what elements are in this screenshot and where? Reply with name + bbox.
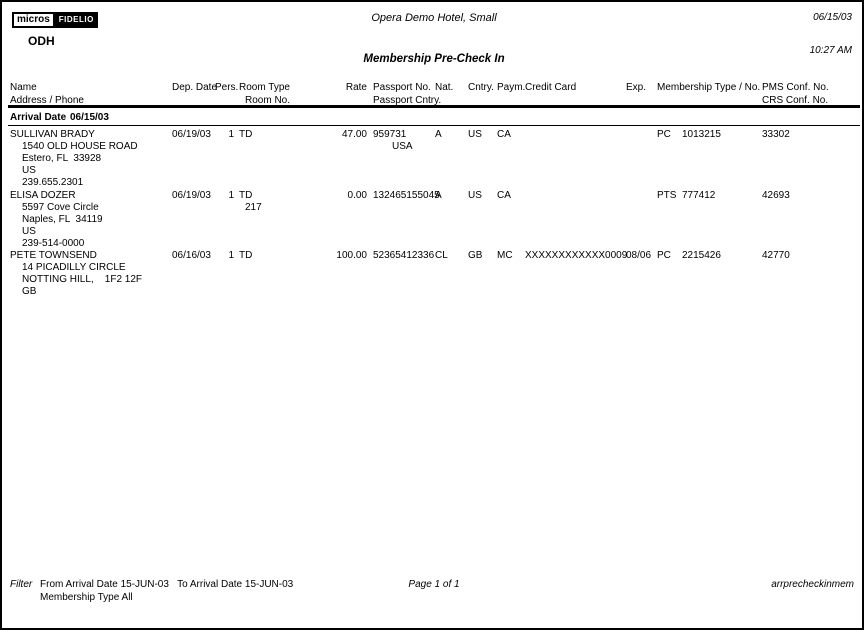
col-header-passport-no: Passport No. [373,82,431,93]
dep-date: 06/16/03 [172,250,211,261]
guest-address-line: NOTTING HILL, 1F2 12F [22,274,143,285]
guest-phone: 239-514-0000 [22,238,85,249]
dep-date: 06/19/03 [172,129,211,140]
logo-micros-text: micros [12,12,55,28]
room-type: TD [239,190,253,201]
col-header-cntry: Cntry. [468,82,494,93]
pms-conf-no: 42693 [762,190,790,201]
passport-no: 959731 [373,129,407,140]
col-header-rate: Rate [345,82,367,93]
col-header-address-phone: Address / Phone [10,95,84,106]
filter-criteria-line2: Membership Type All [40,592,133,603]
report-code: arrprecheckinmem [771,579,854,590]
col-header-pers: Pers. [215,82,239,93]
nationality: A [435,190,442,201]
country: US [468,190,482,201]
report-date: 06/15/03 [813,12,852,23]
membership-type: PC [657,129,671,140]
rate: 47.00 [341,129,367,140]
filter-criteria-line1: From Arrival Date 15-JUN-03 To Arrival D… [40,579,294,590]
country: GB [468,250,483,261]
guest-address-line: Naples, FL 34119 [22,214,103,225]
membership-type: PC [657,250,671,261]
nationality: A [435,129,442,140]
guest-address-line: 5597 Cove Circle [22,202,99,213]
membership-type: PTS [657,190,677,201]
guest-phone: 239.655.2301 [22,177,84,188]
property-code: ODH [28,34,55,48]
table-row: ELISA DOZER 5597 Cove Circle Naples, FL … [2,190,862,250]
payment-method: CA [497,190,511,201]
guest-address-line: US [22,165,36,176]
rate: 0.00 [347,190,367,201]
group-label: Arrival Date [10,112,67,123]
col-header-nat: Nat. [435,82,454,93]
nationality: CL [435,250,448,261]
guest-name: PETE TOWNSEND [10,250,97,261]
passport-no: 52365412336 [373,250,435,261]
pms-conf-no: 33302 [762,129,790,140]
room-no: 217 [245,202,262,213]
col-header-passport-cntry: Passport Cntry. [373,95,442,106]
country: US [468,129,482,140]
filter-label: Filter [10,579,33,590]
card-exp: 08/06 [626,250,652,261]
col-header-pms-conf: PMS Conf. No. [762,82,829,93]
guest-address-line: US [22,226,36,237]
header-rule [8,105,860,108]
page-number: Page 1 of 1 [408,579,460,590]
passport-cntry: USA [392,141,413,152]
membership-no: 1013215 [682,129,721,140]
payment-method: MC [497,250,513,261]
guest-address-line: Estero, FL 33928 [22,153,102,164]
micros-fidelio-logo: micros FIDELIO [12,12,98,28]
dep-date: 06/19/03 [172,190,211,201]
col-header-paym: Paym. [497,82,526,93]
logo-fidelio-text: FIDELIO [54,12,98,28]
guest-name: ELISA DOZER [10,190,76,201]
pers-count: 1 [228,190,234,201]
passport-no: 132465155045 [373,190,440,201]
room-type: TD [239,250,253,261]
pers-count: 1 [228,129,234,140]
guest-address-line: 1540 OLD HOUSE ROAD [22,141,138,152]
membership-no: 777412 [682,190,716,201]
pers-count: 1 [228,250,234,261]
table-row: PETE TOWNSEND 14 PICADILLY CIRCLE NOTTIN… [2,250,862,308]
report-title: Membership Pre-Check In [363,53,505,65]
room-type: TD [239,129,253,140]
group-rule [8,125,860,126]
membership-no: 2215426 [682,250,721,261]
col-header-name: Name [10,82,37,93]
col-header-dep-date: Dep. Date [172,82,218,93]
pms-conf-no: 42770 [762,250,790,261]
guest-address-line: 14 PICADILLY CIRCLE [22,262,126,273]
report-time: 10:27 AM [809,45,852,56]
guest-address-line: GB [22,286,37,297]
credit-card-no: XXXXXXXXXXXX0009 [525,250,628,261]
group-arrival-date: 06/15/03 [70,112,109,123]
col-header-room-no: Room No. [245,95,291,106]
col-header-room-type: Room Type [239,82,290,93]
rate: 100.00 [336,250,367,261]
col-header-crs-conf: CRS Conf. No. [762,95,829,106]
col-header-credit-card: Credit Card [525,82,577,93]
hotel-name: Opera Demo Hotel, Small [371,12,497,24]
guest-name: SULLIVAN BRADY [10,129,95,140]
payment-method: CA [497,129,511,140]
col-header-exp: Exp. [626,82,647,93]
col-header-membership: Membership Type / No. [657,82,761,93]
table-row: SULLIVAN BRADY 1540 OLD HOUSE ROAD Ester… [2,129,862,190]
